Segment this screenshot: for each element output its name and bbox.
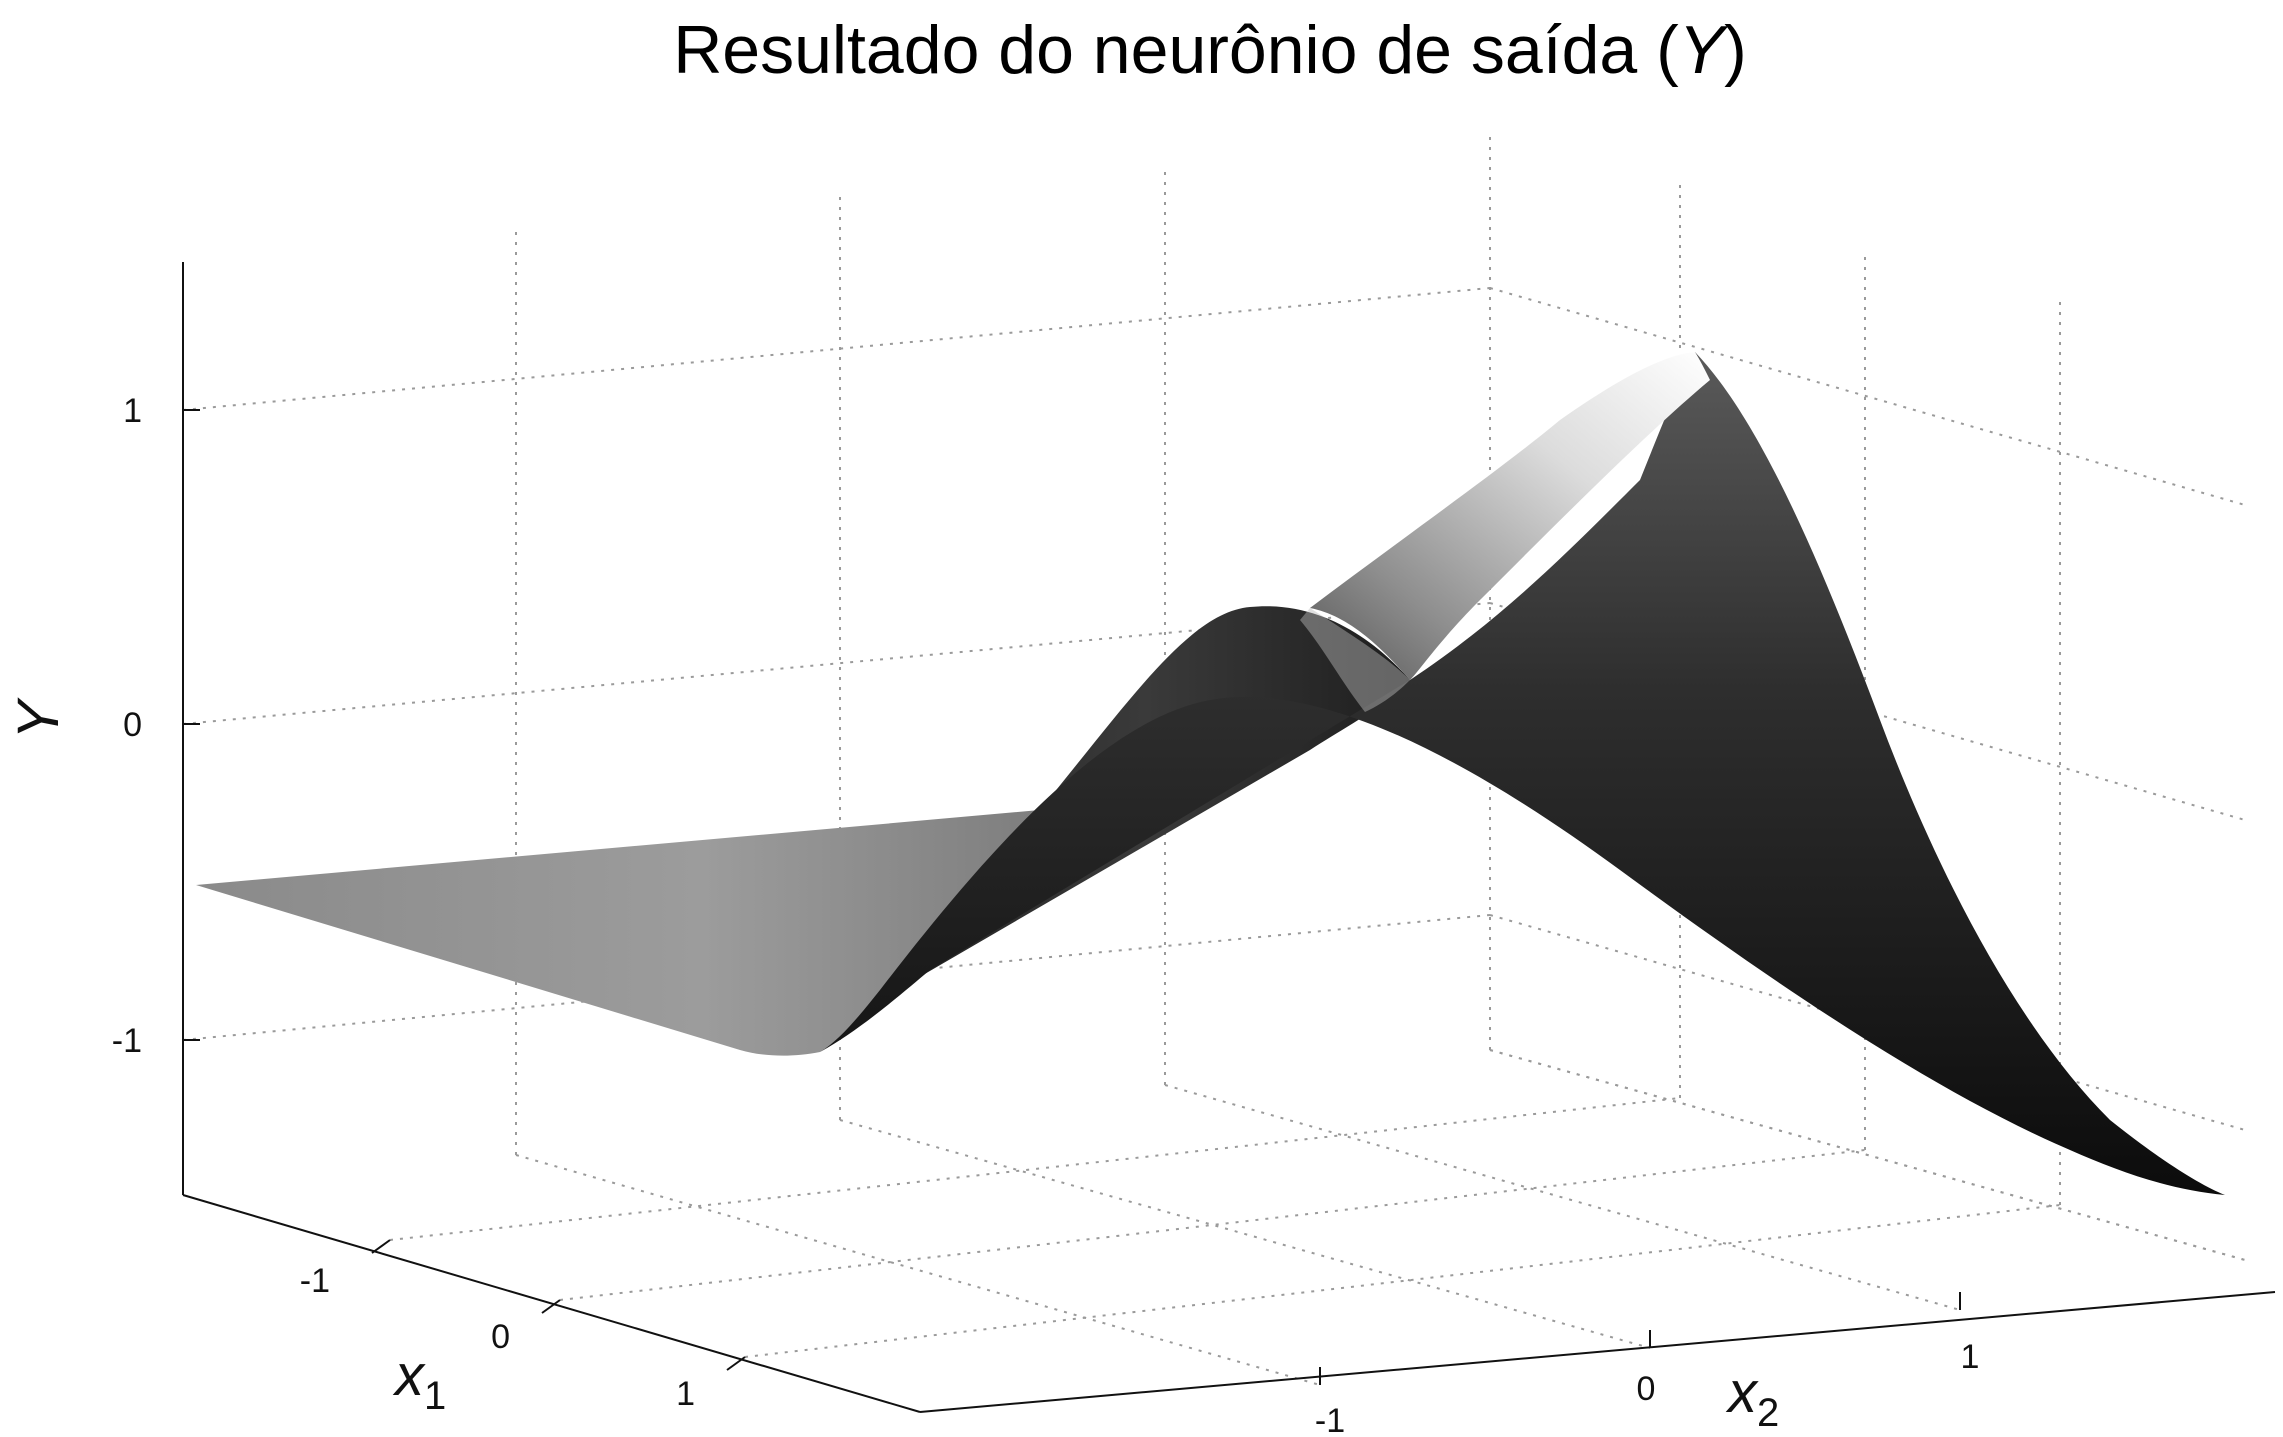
chart-title-var: Y — [1679, 12, 1729, 88]
x1-tick-mark — [726, 1356, 746, 1371]
chart-title-close: ) — [1724, 12, 1747, 88]
axes: 1 0 -1 -1 0 1 -1 0 1 — [112, 262, 2276, 1437]
x1-axis-var: x — [392, 1343, 426, 1408]
x2-axis-sub: 2 — [1757, 1391, 1779, 1435]
x1-axis-line — [182, 1194, 921, 1413]
x2-axis-label: x2 — [1725, 1360, 1779, 1435]
grid-line — [1489, 287, 2246, 506]
chart-title: Resultado do neurônio de saída (Y) — [673, 12, 1747, 88]
x2-tick-label: 1 — [1961, 1338, 1980, 1376]
x1-tick-mark — [371, 1239, 391, 1254]
chart-title-main: Resultado do neurônio de saída ( — [673, 12, 1679, 88]
grid-line — [559, 1149, 1866, 1301]
grid-line — [389, 1097, 1681, 1241]
surface — [196, 352, 2225, 1195]
grid-line — [182, 287, 1491, 411]
surface-plateau — [196, 810, 1040, 1056]
grid-line — [515, 1154, 1321, 1386]
grid-line — [1489, 1049, 2246, 1261]
surface-lit-lower — [1300, 608, 1410, 712]
x2-tick-label: -1 — [1315, 1402, 1345, 1437]
x2-axis-var: x — [1725, 1360, 1759, 1425]
x1-axis-label: x1 — [392, 1343, 446, 1418]
x1-tick-label: 0 — [491, 1318, 510, 1356]
surface-front — [820, 352, 2225, 1195]
x2-tick-label: 0 — [1637, 1370, 1656, 1408]
z-tick-label: 0 — [123, 706, 142, 744]
x1-tick-label: 1 — [676, 1375, 695, 1413]
grid-line — [839, 1119, 1651, 1349]
z-axis-label: Y — [6, 696, 71, 739]
x2-axis-line — [919, 1291, 2276, 1413]
x1-axis-sub: 1 — [424, 1374, 446, 1418]
surface-lit-slope — [1310, 352, 1710, 680]
x1-tick-mark — [541, 1299, 561, 1314]
grid-line — [1164, 1084, 1961, 1311]
x1-tick-label: -1 — [300, 1262, 330, 1300]
grid-line — [744, 1204, 2061, 1358]
z-tick-label: -1 — [112, 1022, 142, 1060]
z-tick-label: 1 — [123, 392, 142, 430]
